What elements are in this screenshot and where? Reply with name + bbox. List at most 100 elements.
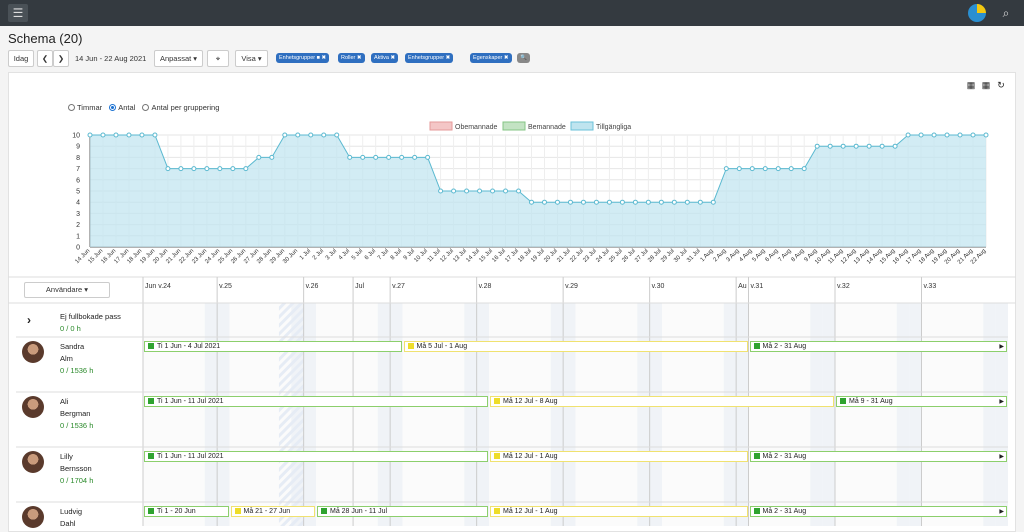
data-point [178, 166, 184, 172]
data-point [321, 132, 327, 138]
schedule-bar[interactable]: Må 2 - 31 Aug ▶ [749, 506, 1007, 517]
user-last[interactable]: Dahl [60, 519, 76, 528]
schedule-bar[interactable]: Må 12 Jul - 1 Aug [490, 506, 748, 517]
data-point [970, 132, 976, 138]
user-last[interactable]: Bergman [60, 409, 91, 418]
user-first[interactable]: Sandra [60, 342, 85, 351]
locate-button[interactable]: ⌖ [207, 50, 229, 67]
status-square-icon [494, 398, 500, 404]
schedule-bar[interactable]: Ti 1 Jun - 11 Jul 2021 [144, 396, 488, 407]
radio-count[interactable]: Antal [109, 103, 135, 112]
user-first[interactable]: Ali [60, 397, 69, 406]
week-label: v.29 [565, 283, 578, 290]
schedule-bar[interactable]: Ti 1 - 20 Jun [144, 506, 229, 517]
schedule-bar-label: Må 9 - 31 Aug [849, 398, 893, 405]
data-point [412, 154, 418, 160]
status-square-icon [234, 508, 241, 514]
schedule-bar-label: Ti 1 Jun - 11 Jul 2021 [157, 398, 224, 405]
data-point [503, 188, 509, 194]
series-area [90, 135, 986, 247]
filter-chip-roles[interactable]: Roller ✖ [338, 53, 365, 63]
y-tick-label: 7 [76, 166, 80, 173]
x-tick-label: 4 Aug [739, 248, 754, 263]
data-point [451, 188, 457, 194]
data-point [230, 166, 236, 172]
schedule-bar-label: Må 2 - 31 Aug [762, 343, 807, 350]
status-square-icon [148, 508, 154, 514]
y-tick-label: 6 [76, 177, 80, 184]
data-point [853, 143, 859, 149]
data-point [684, 199, 690, 205]
schedule-bar[interactable]: Må 2 - 31 Aug ▶ [749, 451, 1007, 462]
week-label: Jun v.24 [145, 283, 171, 290]
data-point [879, 143, 885, 149]
filter-chip-unit-groups[interactable]: Enhetsgrupper ■ ✖ [276, 53, 330, 63]
data-point [490, 188, 496, 194]
search-icon[interactable]: ⌕ [1002, 6, 1010, 20]
data-point [918, 132, 924, 138]
user-first[interactable]: Lilly [60, 452, 73, 461]
data-point [217, 166, 223, 172]
users-dropdown[interactable]: Användare ▾ [24, 282, 110, 298]
status-square-icon [753, 453, 760, 459]
schedule-bar[interactable]: Må 5 Jul - 1 Aug [403, 341, 748, 352]
schedule-bar[interactable]: Må 12 Jul - 8 Aug [490, 396, 834, 407]
x-tick-label: 7 Aug [778, 248, 793, 263]
schedule-bar[interactable]: Må 9 - 31 Aug ▶ [836, 396, 1007, 407]
x-tick-label: 26 Jul [621, 248, 637, 264]
legend-label: Obemannade [455, 124, 498, 131]
x-tick-label: 15 Jul [478, 248, 494, 264]
chevron-right-icon[interactable]: › [27, 313, 31, 327]
schedule-bar[interactable]: Ti 1 Jun - 4 Jul 2021 [144, 341, 402, 352]
x-tick-label: 12 Jul [439, 248, 455, 264]
avatar [22, 451, 44, 473]
calendar-check-icon[interactable]: ▦ [981, 80, 991, 90]
radio-count-group-icon [142, 104, 150, 111]
data-point [191, 166, 197, 172]
data-point [256, 154, 262, 160]
schedule-bar[interactable]: Ti 1 Jun - 11 Jul 2021 [144, 451, 488, 462]
pie-chart-icon[interactable] [968, 4, 986, 22]
schedule-bar[interactable]: Må 28 Jun - 11 Jul [317, 506, 488, 517]
filter-search-icon[interactable]: 🔍 [517, 53, 530, 63]
user-first[interactable]: Ludvig [60, 507, 83, 516]
data-point [723, 166, 729, 172]
user-last[interactable]: Alm [60, 354, 73, 363]
series-line [90, 134, 986, 203]
filter-chip-properties[interactable]: Egenskaper ✖ [470, 53, 512, 63]
data-point [464, 188, 470, 194]
schedule-bar-label: Må 12 Jul - 1 Aug [503, 508, 558, 515]
x-tick-label: 29 Jul [660, 248, 676, 264]
prev-button[interactable]: ❮ [37, 50, 53, 67]
data-point [619, 199, 625, 205]
today-button[interactable]: Idag [8, 50, 34, 67]
schedule-bar[interactable]: Må 12 Jul - 1 Aug [490, 451, 748, 462]
data-point [477, 188, 483, 194]
data-point [645, 199, 651, 205]
calendar-add-icon[interactable]: ▦ [966, 80, 976, 90]
radio-count-group[interactable]: Antal per gruppering [142, 103, 219, 112]
legend-swatch [429, 121, 453, 131]
custom-dropdown[interactable]: Anpassat ▾ [154, 50, 203, 67]
schedule-bar-label: Må 5 Jul - 1 Aug [416, 343, 468, 350]
show-dropdown[interactable]: Visa ▾ [235, 50, 268, 67]
next-button[interactable]: ❯ [53, 50, 69, 67]
data-point [567, 199, 573, 205]
y-tick-label: 0 [76, 245, 80, 252]
filter-chip-active[interactable]: Aktiva ✖ [371, 53, 399, 63]
data-point [593, 199, 599, 205]
user-last[interactable]: Bernsson [60, 464, 92, 473]
x-tick-label: 22 Jul [569, 248, 585, 264]
menu-icon[interactable]: ☰ [8, 4, 28, 22]
filter-chip-unit-groups-2[interactable]: Enhetsgrupper ✖ [405, 53, 454, 63]
x-tick-label: 5 Aug [752, 248, 767, 263]
radio-hours[interactable]: Timmar [68, 103, 102, 112]
schedule-bar[interactable]: Må 21 - 27 Jun [230, 506, 315, 517]
week-label: v.28 [479, 283, 492, 290]
data-point [139, 132, 145, 138]
schedule-bar[interactable]: Må 2 - 31 Aug ▶ [749, 341, 1007, 352]
x-tick-label: 17 Jul [504, 248, 520, 264]
data-point [269, 154, 275, 160]
status-square-icon [840, 398, 846, 404]
refresh-icon[interactable]: ↻ [997, 80, 1005, 90]
